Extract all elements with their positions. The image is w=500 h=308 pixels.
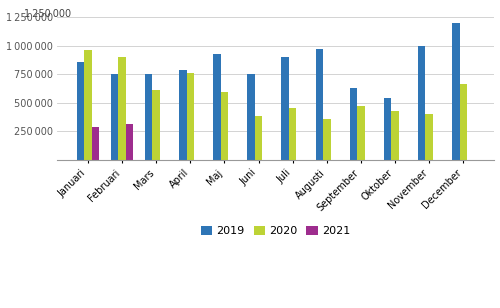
Bar: [316, 49, 323, 160]
Bar: [460, 84, 467, 160]
Bar: [452, 23, 460, 160]
Bar: [255, 116, 262, 160]
Bar: [118, 57, 126, 160]
Bar: [357, 106, 364, 160]
Legend: 2019, 2020, 2021: 2019, 2020, 2021: [196, 222, 354, 241]
Bar: [323, 119, 330, 160]
Text: 1 250 000: 1 250 000: [24, 9, 71, 18]
Bar: [418, 46, 426, 160]
Bar: [126, 124, 134, 160]
Bar: [76, 62, 84, 160]
Bar: [186, 73, 194, 160]
Bar: [213, 54, 220, 160]
Bar: [426, 114, 433, 160]
Bar: [392, 111, 399, 160]
Bar: [145, 74, 152, 160]
Bar: [282, 57, 289, 160]
Bar: [84, 50, 92, 160]
Bar: [152, 90, 160, 160]
Bar: [248, 74, 255, 160]
Bar: [220, 92, 228, 160]
Bar: [350, 88, 357, 160]
Bar: [92, 127, 100, 160]
Bar: [179, 70, 186, 160]
Bar: [384, 98, 392, 160]
Bar: [289, 108, 296, 160]
Bar: [111, 74, 118, 160]
